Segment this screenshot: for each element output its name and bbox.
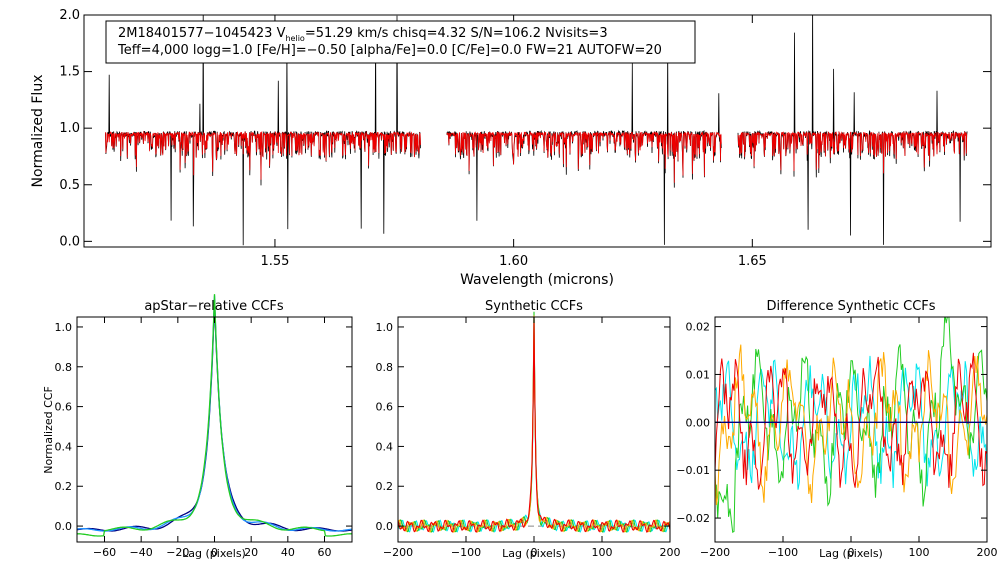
spectrum-ytick-label: 1.5	[59, 65, 80, 80]
spectrum-xtick-label: 1.60	[499, 254, 528, 269]
difference-ccf-ytick-label: −0.02	[676, 512, 710, 525]
observed-spectrum-line	[737, 15, 968, 245]
synthetic-ccf-xtick-label: 100	[592, 546, 613, 559]
synthetic-ccf-series-line	[397, 315, 671, 534]
spectrum-plot-area	[105, 15, 968, 246]
annotation-vhelio-subscript: helio	[285, 34, 304, 43]
synthetic-ccf-xtick-label: 0	[531, 546, 538, 559]
difference-ccf-ytick-label: −0.01	[676, 464, 710, 477]
synthetic-ccf-ytick-label: 0.6	[376, 401, 394, 414]
ccf-panel-apstar: −60 −40 −20 0 20 40 60 0.0 0.2 0.4 0.6 0.8 1.0 apSta…	[42, 294, 353, 560]
model-spectrum-line	[737, 130, 968, 174]
synthetic-ccf-title: Synthetic CCFs	[485, 299, 583, 314]
synthetic-ccf-ytick-label: 0.4	[376, 440, 394, 453]
difference-ccf-xtick-label: 100	[909, 546, 930, 559]
difference-ccf-xlabel: Lag (pixels)	[819, 547, 883, 560]
spectrum-ytick-label: 2.0	[59, 8, 80, 23]
synthetic-ccf-ticks: −200 −100 0 100 200 0.0 0.2 0.4 0.6 0.8 1.0	[376, 317, 681, 559]
difference-ccf-series-line	[715, 317, 987, 533]
difference-ccf-series-line	[715, 344, 987, 506]
spectrum-xtick-label: 1.65	[738, 254, 767, 269]
apstar-ccf-xtick-label: 60	[318, 546, 332, 559]
ccf-panel-difference: −200 −100 0 100 200 −0.02 −0.01 0.00 0.01 0.02 Di…	[676, 299, 997, 560]
synthetic-ccf-ytick-label: 0.8	[376, 361, 394, 374]
model-spectrum-line	[446, 130, 722, 183]
apstar-ccf-ytick-label: 0.4	[55, 440, 73, 453]
difference-ccf-ytick-label: 0.01	[686, 368, 711, 381]
apstar-ccf-xtick-label: 20	[244, 546, 258, 559]
observed-spectrum-line	[446, 43, 722, 245]
apstar-ccf-xlabel: Lag (pixels)	[182, 547, 246, 560]
spectrum-ylabel: Normalized Flux	[30, 75, 46, 188]
apstar-ccf-ylabel: Normalized CCF	[42, 386, 55, 474]
apstar-ccf-xtick-label: −40	[130, 546, 153, 559]
apstar-ccf-ytick-label: 0.0	[55, 520, 73, 533]
difference-ccf-plot-area	[715, 317, 987, 533]
synthetic-ccf-xtick-label: 200	[660, 546, 681, 559]
difference-ccf-xtick-label: −200	[700, 546, 730, 559]
spectrum-xlabel: Wavelength (microns)	[460, 272, 614, 288]
synthetic-ccf-ytick-label: 0.0	[376, 520, 394, 533]
spectrum-xtick-label: 1.55	[260, 254, 289, 269]
spectrum-annotation: 2M18401577−1045423 Vhelio=51.29 km/s chi…	[105, 20, 696, 64]
apstar-ccf-ticks: −60 −40 −20 0 20 40 60 0.0 0.2 0.4 0.6 0.8 1.0	[55, 317, 352, 559]
difference-ccf-ticks: −200 −100 0 100 200 −0.02 −0.01 0.00 0.01 0.02	[676, 317, 998, 559]
difference-ccf-xtick-label: 0	[848, 546, 855, 559]
apstar-ccf-series-line	[76, 295, 353, 532]
apstar-ccf-title: apStar−relative CCFs	[144, 299, 284, 314]
apstar-ccf-ytick-label: 0.6	[55, 401, 73, 414]
spectrum-ytick-label: 0.5	[59, 178, 80, 193]
apstar-ccf-xtick-label: 40	[281, 546, 295, 559]
apstar-ccf-xtick-label: −60	[93, 546, 116, 559]
model-spectrum-line	[105, 130, 421, 180]
ccf-panel-synthetic: −200 −100 0 100 200 0.0 0.2 0.4 0.6 0.8 1.0 Synthe…	[376, 299, 681, 560]
annotation-line-1-suffix: =51.29 km/s chisq=4.32 S/N=106.2 Nvisits…	[305, 26, 608, 41]
spectrum-ytick-label: 0.0	[59, 234, 80, 249]
difference-ccf-title: Difference Synthetic CCFs	[766, 299, 935, 314]
annotation-box	[105, 20, 696, 64]
apstar-ccf-frame	[76, 316, 353, 543]
annotation-line-2: Teff=4,000 logg=1.0 [Fe/H]=−0.50 [alpha/…	[117, 43, 662, 58]
apstar-ccf-ytick-label: 0.8	[55, 361, 73, 374]
apstar-ccf-series-line	[76, 299, 353, 532]
difference-ccf-xtick-label: 200	[977, 546, 998, 559]
synthetic-ccf-ytick-label: 0.2	[376, 480, 394, 493]
spectrum-frame	[83, 14, 992, 248]
difference-ccf-series-line	[715, 352, 987, 490]
spectrum-ytick-label: 1.0	[59, 121, 80, 136]
difference-ccf-ytick-label: 0.02	[686, 321, 711, 334]
synthetic-ccf-xtick-label: −200	[383, 546, 413, 559]
synthetic-ccf-plot-area	[397, 311, 671, 534]
synthetic-ccf-xtick-label: −100	[451, 546, 481, 559]
apstar-ccf-ytick-label: 1.0	[55, 321, 73, 334]
apstar-ccf-plot-area	[76, 294, 353, 537]
difference-ccf-xtick-label: −100	[768, 546, 798, 559]
synthetic-ccf-ytick-label: 1.0	[376, 321, 394, 334]
apstar-ccf-xtick-label: −20	[166, 546, 189, 559]
spectrum-panel: 1.55 1.60 1.65 0.0 0.5 1.0 1.5 2.0 Wavelength (…	[30, 8, 992, 288]
synthetic-ccf-xlabel: Lag (pixels)	[502, 547, 566, 560]
apstar-ccf-xtick-label: 0	[211, 546, 218, 559]
annotation-line-1: 2M18401577−1045423 Vhelio=51.29 km/s chi…	[118, 26, 608, 43]
annotation-line-1-prefix: 2M18401577−1045423 V	[118, 26, 286, 41]
apstar-ccf-ytick-label: 0.2	[55, 480, 73, 493]
apstar-ccf-series-line	[77, 294, 352, 537]
difference-ccf-ytick-label: 0.00	[686, 416, 711, 429]
spectrum-ticks: 1.55 1.60 1.65 0.0 0.5 1.0 1.5 2.0	[59, 8, 991, 269]
synthetic-ccf-series-line	[397, 317, 671, 534]
